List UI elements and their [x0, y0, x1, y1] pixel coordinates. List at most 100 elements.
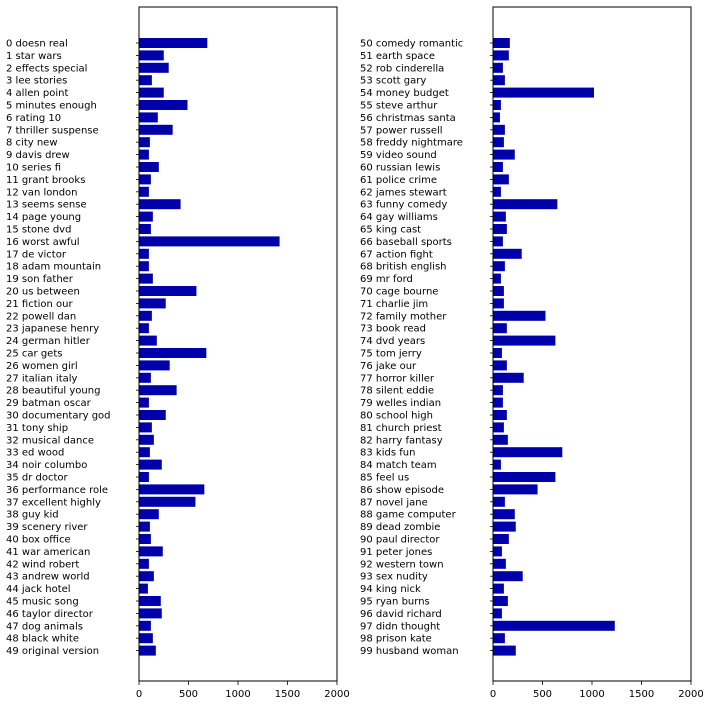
bar-0-8 [139, 137, 150, 148]
x-tick-label: 0 [490, 689, 496, 700]
category-label: 11 grant brooks [6, 175, 85, 186]
bar-1-48 [493, 633, 505, 644]
bar-1-0 [493, 38, 510, 48]
bar-1-18 [493, 261, 505, 272]
category-label: 13 seems sense [6, 200, 87, 211]
bar-0-46 [139, 608, 162, 619]
bar-0-35 [139, 472, 149, 482]
category-label: 29 batman oscar [6, 398, 92, 409]
category-label: 6 rating 10 [6, 113, 61, 124]
category-label: 57 power russell [360, 125, 443, 136]
category-label: 36 performance role [6, 485, 108, 496]
category-label: 68 british english [360, 262, 447, 273]
bar-1-35 [493, 472, 556, 482]
bar-0-12 [139, 186, 149, 197]
bar-0-17 [139, 248, 149, 259]
x-tick-label: 2000 [324, 689, 349, 700]
category-label: 33 ed wood [6, 448, 64, 459]
x-tick-label: 0 [136, 689, 142, 700]
bar-1-1 [493, 50, 509, 61]
category-label: 21 fiction our [6, 299, 73, 310]
category-label: 23 japanese henry [6, 324, 99, 335]
category-label: 41 war american [6, 547, 90, 558]
category-label: 75 tom jerry [360, 349, 422, 360]
bar-1-12 [493, 186, 501, 197]
bar-1-26 [493, 360, 507, 371]
bar-0-31 [139, 422, 152, 433]
x-tick-label: 1000 [225, 689, 250, 700]
category-label: 71 charlie jim [360, 299, 428, 310]
category-label: 39 scenery river [6, 522, 88, 533]
category-label: 85 feel us [360, 473, 409, 484]
bar-1-14 [493, 211, 506, 222]
category-label: 14 page young [6, 212, 81, 223]
bar-0-40 [139, 534, 151, 544]
bar-0-24 [139, 335, 157, 346]
bar-0-34 [139, 459, 162, 470]
category-label: 51 earth space [360, 51, 435, 62]
category-label: 56 christmas santa [360, 113, 456, 124]
category-label: 7 thriller suspense [6, 125, 99, 136]
category-label: 40 box office [6, 535, 71, 546]
bar-1-8 [493, 137, 504, 148]
category-label: 28 beautiful young [6, 386, 100, 397]
category-label: 98 prison kate [360, 634, 432, 645]
bar-1-43 [493, 571, 523, 582]
bar-1-36 [493, 484, 538, 495]
bar-1-24 [493, 335, 556, 346]
bar-1-16 [493, 236, 503, 247]
category-label: 89 dead zombie [360, 522, 440, 533]
category-label: 77 horror killer [360, 373, 435, 384]
bar-0-26 [139, 360, 170, 371]
category-label: 76 jake our [360, 361, 417, 372]
category-label: 16 worst awful [6, 237, 80, 248]
category-label: 18 adam mountain [6, 262, 101, 273]
category-label: 64 gay williams [360, 212, 438, 223]
bar-1-49 [493, 645, 516, 656]
category-label: 37 excellent highly [6, 497, 101, 508]
bar-0-4 [139, 87, 164, 98]
bar-1-19 [493, 273, 501, 284]
bar-1-31 [493, 422, 504, 433]
category-label: 3 lee stories [6, 76, 67, 87]
category-label: 10 series fi [6, 163, 61, 174]
category-label: 61 police crime [360, 175, 437, 186]
category-label: 45 music song [6, 597, 79, 608]
category-label: 99 husband woman [360, 646, 459, 657]
bar-1-5 [493, 100, 501, 110]
category-label: 72 family mother [360, 311, 447, 322]
bar-1-37 [493, 496, 505, 507]
bar-1-6 [493, 112, 500, 123]
category-label: 27 italian italy [6, 373, 78, 384]
category-label: 66 baseball sports [360, 237, 452, 248]
category-label: 20 us between [6, 287, 80, 298]
category-label: 80 school high [360, 411, 433, 422]
category-label: 94 king nick [360, 584, 421, 595]
bar-1-47 [493, 620, 615, 631]
bar-1-45 [493, 596, 508, 606]
bar-1-17 [493, 248, 522, 259]
category-label: 86 show episode [360, 485, 444, 496]
category-label: 91 peter jones [360, 547, 432, 558]
bar-1-41 [493, 546, 502, 557]
bar-1-30 [493, 410, 507, 420]
bar-1-23 [493, 323, 507, 334]
category-label: 5 minutes enough [6, 101, 97, 112]
bar-1-29 [493, 397, 503, 408]
bar-1-44 [493, 583, 504, 594]
category-label: 46 taylor director [6, 609, 94, 620]
category-label: 31 tony ship [6, 423, 68, 434]
bar-1-3 [493, 75, 505, 86]
x-tick-label: 500 [533, 689, 552, 700]
category-label: 97 didn thought [360, 621, 440, 632]
bar-1-9 [493, 149, 515, 160]
category-label: 92 western town [360, 559, 444, 570]
bar-0-16 [139, 236, 280, 247]
bar-0-10 [139, 162, 159, 172]
category-label: 34 noir columbo [6, 460, 87, 471]
bar-0-30 [139, 410, 166, 420]
bar-0-37 [139, 496, 196, 507]
bar-0-5 [139, 100, 188, 110]
category-label: 95 ryan burns [360, 597, 430, 608]
